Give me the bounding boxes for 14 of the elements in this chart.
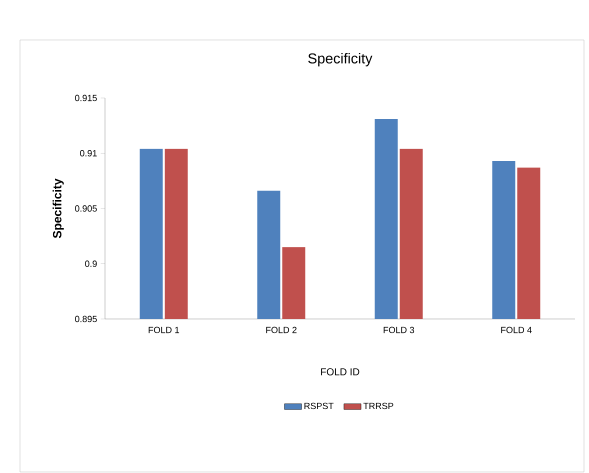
y-axis-title: Specificity [52,178,64,238]
x-tick-label: FOLD 3 [384,326,414,334]
y-tick-label: 0.9 [85,260,97,267]
x-axis-title: FOLD ID [321,368,360,376]
y-tick-label: 0.915 [75,94,97,102]
legend-label: RSPST [304,402,334,410]
y-tick-label: 0.895 [75,316,97,322]
x-tick-label: FOLD 2 [266,326,297,334]
y-tick-label: 0.91 [80,150,97,156]
x-tick-label: FOLD 1 [148,326,180,334]
legend-label: TRRSP [363,402,394,410]
y-tick-label: 0.905 [75,205,97,212]
chart-title: Specificity [308,52,372,66]
x-tick-label: FOLD 4 [501,326,532,334]
